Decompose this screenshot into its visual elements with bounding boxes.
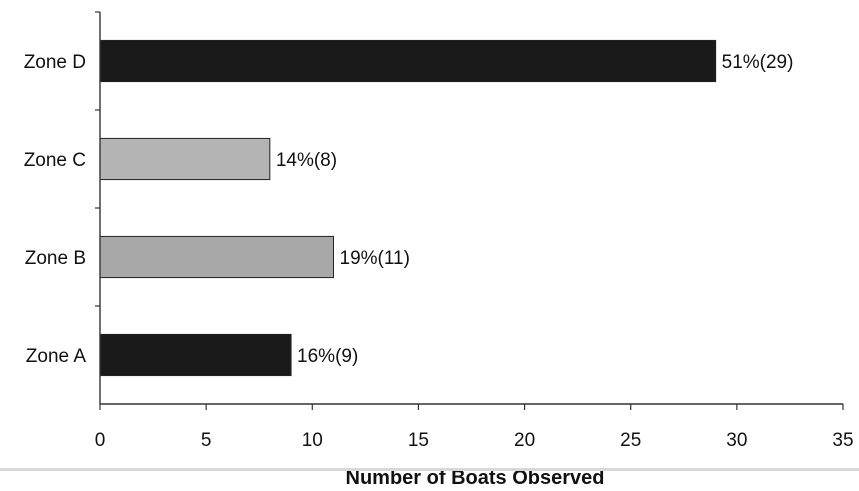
bar-zone-c — [99, 137, 271, 181]
bars-group — [99, 39, 717, 377]
x-tick-label: 30 — [726, 430, 747, 451]
labels-group: Zone A 16%(9) Zone B 19%(11) Zone C 14%(8) Zon… — [24, 52, 794, 367]
data-label: 51%(29) — [722, 52, 794, 73]
x-tick-label: 0 — [95, 430, 106, 451]
x-tick-label: 35 — [832, 430, 853, 451]
x-tick-label: 15 — [408, 430, 429, 451]
category-label: Zone C — [24, 150, 86, 171]
category-label: Zone B — [25, 248, 86, 269]
bar-zone-a — [99, 333, 292, 377]
page-divider — [0, 468, 859, 471]
category-label: Zone D — [24, 52, 86, 73]
category-label: Zone A — [26, 346, 87, 367]
x-tick-label: 10 — [302, 430, 323, 451]
data-label: 14%(8) — [276, 150, 337, 171]
x-tick-label: 5 — [201, 430, 212, 451]
ticks-group: 0 5 10 15 20 25 30 35 — [95, 11, 854, 451]
bar-zone-d — [99, 39, 717, 83]
data-label: 16%(9) — [297, 346, 358, 367]
bar-zone-b — [99, 235, 335, 279]
x-tick-label: 25 — [620, 430, 641, 451]
data-label: 19%(11) — [340, 248, 410, 269]
x-axis-title: Number of Boats Observed — [346, 467, 605, 489]
x-tick-label: 20 — [514, 430, 535, 451]
